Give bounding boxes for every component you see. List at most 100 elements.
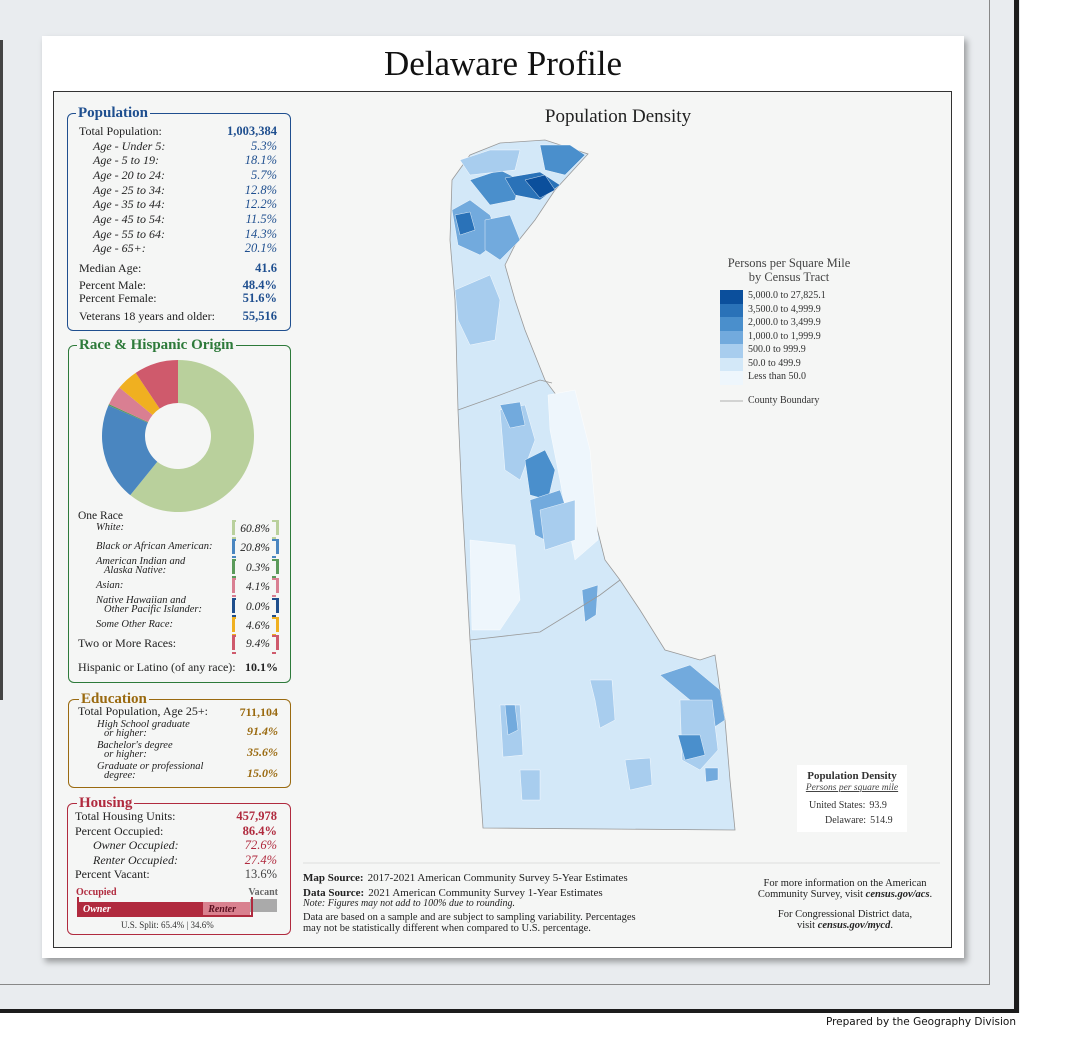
source-label: Map Source:	[303, 872, 364, 884]
info-text: For Congressional District data,	[777, 909, 913, 920]
value-bracket	[272, 578, 276, 597]
section-heading: Housing	[77, 795, 135, 811]
donut-slice	[109, 387, 153, 423]
race-value: 4.6%	[246, 620, 270, 632]
hispanic-label: Hispanic or Latino (of any race):	[78, 660, 236, 674]
row-label: Age - 65+:	[93, 241, 146, 255]
education-box	[68, 699, 291, 788]
race-value: 20.8%	[240, 542, 270, 554]
race-label: American Indian and	[96, 556, 186, 567]
row-label: Age - 45 to 54:	[93, 212, 165, 226]
row-label: Age - 25 to 34:	[93, 183, 165, 197]
source-line: Map Source: 2017-2021 American Community …	[303, 872, 628, 884]
legend-swatch	[720, 290, 743, 304]
value-bracket	[232, 539, 236, 558]
tract	[524, 174, 556, 199]
density-subtitle: Persons per square mile	[805, 783, 899, 793]
value-bracket	[232, 635, 279, 650]
bar-label: Renter	[208, 904, 236, 915]
value-bracket	[272, 635, 276, 654]
value-bracket	[232, 578, 279, 593]
info-end: .	[929, 889, 933, 900]
vacant-segment	[250, 899, 277, 912]
race-value: 60.8%	[240, 523, 270, 535]
edu-value: 15.0%	[247, 766, 278, 780]
value-bracket	[232, 578, 236, 597]
edu-label: Graduate or professional	[97, 761, 204, 772]
value-bracket	[272, 520, 276, 539]
race-label: Asian:	[96, 580, 124, 591]
tract	[454, 211, 476, 236]
row-label: Percent Occupied:	[75, 824, 164, 838]
value-bracket	[232, 559, 279, 574]
disclaimer: may not be statistically different when …	[303, 923, 591, 934]
group-label: One Race	[78, 510, 124, 522]
value-bracket	[232, 617, 236, 636]
legend-swatch	[720, 371, 743, 385]
disclaimer: Data are based on a sample and are subje…	[303, 912, 636, 923]
bar-label: Vacant	[248, 887, 278, 898]
race-label: Alaska Native:	[104, 565, 167, 576]
section-heading: Race & Hispanic Origin	[77, 337, 236, 353]
hispanic-value: 10.1%	[245, 660, 278, 674]
race-label: Two or More Races:	[78, 636, 177, 650]
info-line: visit census.gov/mycd.	[745, 920, 945, 931]
row-value: 18.1%	[244, 153, 277, 167]
frame-edge	[0, 1009, 1019, 1013]
info-end: .	[890, 920, 893, 931]
legend-swatch	[720, 357, 743, 371]
tract	[524, 449, 556, 501]
county-line	[457, 379, 553, 411]
legend-label: Less than 50.0	[748, 371, 807, 382]
value-bracket	[232, 520, 236, 539]
edu-label: Total Population, Age 25+:	[78, 704, 208, 718]
density-title: Population Density	[807, 770, 897, 782]
frame-line	[989, 0, 990, 985]
edu-label: degree:	[104, 770, 136, 781]
legend-title: by Census Tract	[748, 270, 830, 284]
legend-swatch	[720, 344, 743, 358]
race-label: Some Other Race:	[96, 619, 173, 630]
row-value: 12.2%	[244, 197, 277, 211]
info-link: census.gov/mycd	[817, 920, 891, 931]
row-label: Owner Occupied:	[93, 838, 179, 852]
row-label: Percent Female:	[79, 291, 157, 305]
row-value: 48.4%	[242, 278, 277, 292]
row-value: 27.4%	[244, 853, 277, 867]
row-label: Age - 55 to 64:	[93, 227, 165, 241]
tract	[454, 274, 501, 346]
value-bracket	[272, 598, 276, 617]
tract	[519, 769, 541, 801]
value-bracket	[272, 539, 276, 558]
legend-swatch	[720, 330, 743, 344]
row-value: 13.6%	[244, 867, 277, 881]
race-label: White:	[96, 522, 124, 533]
row-label: Percent Vacant:	[75, 867, 150, 881]
bar-label: Occupied	[76, 887, 117, 898]
info-line: For more information on the American	[745, 878, 945, 889]
race-label: Black or African American:	[96, 541, 213, 552]
county-line	[469, 579, 621, 641]
race-value: 0.3%	[246, 562, 270, 574]
edu-label: or higher:	[104, 749, 147, 760]
density-label: Delaware:	[825, 815, 867, 826]
legend-label: 5,000.0 to 27,825.1	[748, 290, 826, 301]
row-value: 72.6%	[244, 838, 277, 852]
row-value: 41.6	[255, 261, 277, 275]
info-text: For more information on the American	[763, 878, 927, 889]
legend-label: 3,500.0 to 4,999.9	[748, 303, 821, 315]
tract	[484, 214, 521, 261]
row-label: Age - 20 to 24:	[93, 168, 165, 182]
credit: Prepared by the Geography Division	[825, 1016, 1016, 1028]
race-label: Native Hawaiian and	[96, 595, 186, 606]
legend-label: 500.0 to 999.9	[748, 344, 806, 355]
tract	[581, 584, 599, 623]
row-value: 14.3%	[244, 227, 277, 241]
tract	[469, 539, 521, 631]
edu-label: or higher:	[104, 728, 147, 739]
legend-swatch	[720, 317, 743, 331]
value-bracket	[232, 617, 279, 632]
row-value: 20.1%	[244, 241, 277, 255]
tract	[704, 767, 719, 783]
